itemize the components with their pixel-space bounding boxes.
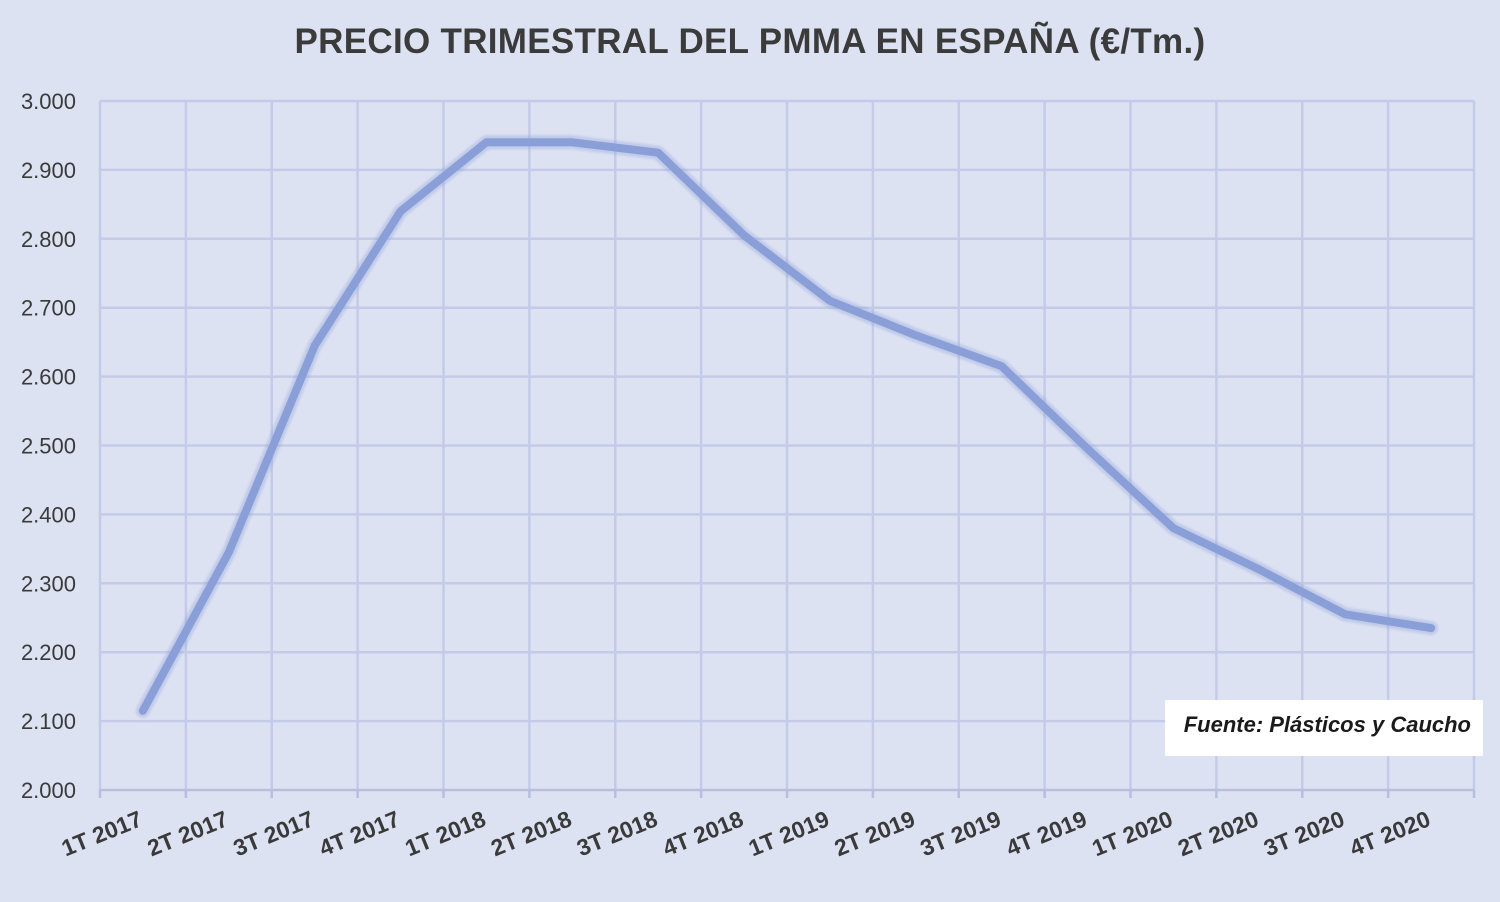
x-tick-label: 2T 2018 <box>487 805 575 861</box>
y-tick-label: 3.000 <box>21 89 76 114</box>
axis-layer <box>98 788 1476 798</box>
source-note: Fuente: Plásticos y Caucho <box>1183 712 1471 737</box>
grid-layer <box>98 99 1476 790</box>
y-tick-label: 2.600 <box>21 365 76 390</box>
x-tick-label: 4T 2017 <box>315 806 403 862</box>
y-tick-label: 2.900 <box>21 158 76 183</box>
x-tick-label: 2T 2020 <box>1174 806 1262 862</box>
x-tick-label: 3T 2017 <box>229 806 317 862</box>
x-tick-label: 4T 2018 <box>659 805 747 861</box>
y-tick-labels: 2.000 2.100 2.200 2.300 2.400 2.500 2.600 2.700… <box>21 89 76 803</box>
y-tick-label: 2.300 <box>21 571 76 596</box>
x-tick-label: 1T 2017 <box>58 806 146 862</box>
source-note-box: Fuente: Plásticos y Caucho <box>1165 700 1483 756</box>
y-tick-label: 2.500 <box>21 434 76 459</box>
y-tick-label: 2.700 <box>21 296 76 321</box>
y-tick-label: 2.000 <box>21 778 76 803</box>
y-tick-label: 2.400 <box>21 502 76 527</box>
chart-title: PRECIO TRIMESTRAL DEL PMMA EN ESPAÑA (€/… <box>294 22 1206 61</box>
y-tick-label: 2.200 <box>21 640 76 665</box>
x-tick-label: 1T 2018 <box>401 805 489 861</box>
x-tick-label: 2T 2019 <box>831 806 919 862</box>
x-tick-label: 4T 2020 <box>1346 806 1434 862</box>
series-line <box>138 138 1436 715</box>
y-tick-label: 2.100 <box>21 709 76 734</box>
x-tick-label: 3T 2018 <box>573 805 661 861</box>
x-tick-label: 2T 2017 <box>144 806 232 862</box>
x-tick-label: 1T 2019 <box>745 806 833 862</box>
x-tick-label: 4T 2019 <box>1002 806 1090 862</box>
series-layer <box>135 135 1439 718</box>
x-tick-label: 3T 2020 <box>1260 806 1348 862</box>
x-tick-label: 1T 2020 <box>1088 806 1176 862</box>
x-tick-label: 3T 2019 <box>916 806 1004 862</box>
y-tick-label: 2.800 <box>21 227 76 252</box>
